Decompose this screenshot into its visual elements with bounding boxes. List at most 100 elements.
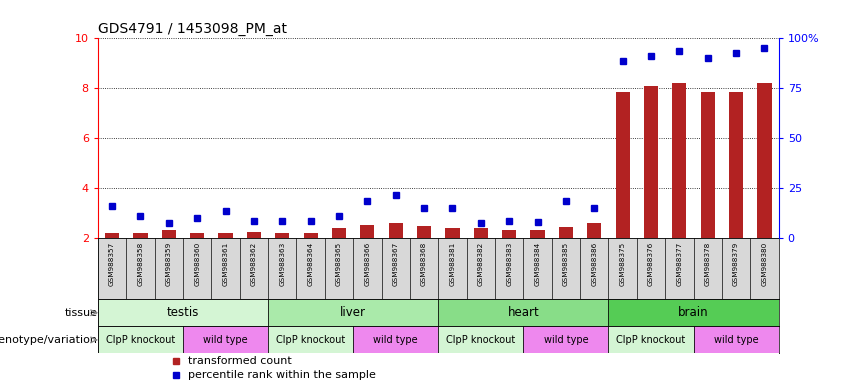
Text: GSM988367: GSM988367	[392, 242, 399, 286]
Text: wild type: wild type	[714, 335, 758, 345]
Bar	[219, 233, 232, 238]
Bar	[190, 233, 204, 238]
Text: heart: heart	[507, 306, 540, 319]
Text: genotype/variation: genotype/variation	[0, 335, 97, 345]
Text: GSM988368: GSM988368	[421, 242, 427, 286]
Bar	[134, 233, 147, 238]
Bar	[360, 225, 374, 238]
Bar	[296, 238, 325, 299]
Bar	[672, 83, 687, 238]
Text: GSM988357: GSM988357	[109, 242, 115, 286]
Bar	[495, 238, 523, 299]
Bar	[98, 326, 183, 354]
Bar	[644, 86, 658, 238]
Bar	[438, 326, 523, 354]
Bar	[722, 238, 751, 299]
Bar	[729, 92, 743, 238]
Bar	[240, 238, 268, 299]
Text: tissue: tissue	[65, 308, 97, 318]
Text: GDS4791 / 1453098_PM_at: GDS4791 / 1453098_PM_at	[98, 22, 287, 36]
Bar	[502, 230, 517, 238]
Text: GSM988379: GSM988379	[733, 242, 740, 286]
Bar	[126, 238, 155, 299]
Text: GSM988386: GSM988386	[591, 242, 597, 286]
Bar	[162, 230, 176, 238]
Bar	[438, 238, 466, 299]
Text: wild type: wild type	[374, 335, 418, 345]
Text: GSM988364: GSM988364	[307, 242, 314, 286]
Text: GSM988365: GSM988365	[336, 242, 342, 286]
Bar	[757, 83, 772, 238]
Bar	[637, 238, 665, 299]
Text: GSM988381: GSM988381	[449, 242, 455, 286]
Bar	[523, 326, 608, 354]
Bar	[332, 228, 346, 238]
Text: GSM988382: GSM988382	[477, 242, 484, 286]
Text: liver: liver	[340, 306, 366, 319]
Bar	[580, 238, 608, 299]
Text: GSM988359: GSM988359	[166, 242, 172, 286]
Text: ClpP knockout: ClpP knockout	[446, 335, 516, 345]
Bar	[353, 326, 438, 354]
Bar	[105, 233, 119, 238]
Bar	[559, 227, 573, 238]
Bar	[523, 238, 551, 299]
Bar	[389, 223, 403, 238]
Text: GSM988366: GSM988366	[364, 242, 370, 286]
Bar	[694, 326, 779, 354]
Text: GSM988383: GSM988383	[506, 242, 512, 286]
Text: brain: brain	[678, 306, 709, 319]
Text: GSM988358: GSM988358	[137, 242, 144, 286]
Text: GSM988376: GSM988376	[648, 242, 654, 286]
Text: GSM988378: GSM988378	[705, 242, 711, 286]
Text: ClpP knockout: ClpP knockout	[276, 335, 346, 345]
Text: GSM988361: GSM988361	[222, 242, 229, 286]
Bar	[247, 232, 261, 238]
Bar	[438, 299, 608, 326]
Text: GSM988360: GSM988360	[194, 242, 200, 286]
Bar	[608, 326, 694, 354]
Bar	[410, 238, 438, 299]
Bar	[751, 238, 779, 299]
Bar	[353, 238, 381, 299]
Text: GSM988363: GSM988363	[279, 242, 285, 286]
Bar	[268, 238, 296, 299]
Bar	[275, 233, 289, 238]
Text: GSM988377: GSM988377	[677, 242, 683, 286]
Bar	[268, 299, 438, 326]
Text: percentile rank within the sample: percentile rank within the sample	[188, 370, 376, 380]
Text: transformed count: transformed count	[188, 356, 292, 366]
Text: wild type: wild type	[544, 335, 588, 345]
Bar	[700, 92, 715, 238]
Bar	[694, 238, 722, 299]
Bar	[466, 238, 495, 299]
Text: testis: testis	[167, 306, 199, 319]
Text: wild type: wild type	[203, 335, 248, 345]
Bar	[417, 226, 431, 238]
Bar	[325, 238, 353, 299]
Bar	[665, 238, 694, 299]
Bar	[268, 326, 353, 354]
Bar	[530, 230, 545, 238]
Bar	[615, 92, 630, 238]
Bar	[98, 299, 268, 326]
Bar	[183, 326, 268, 354]
Text: GSM988384: GSM988384	[534, 242, 540, 286]
Text: GSM988385: GSM988385	[563, 242, 569, 286]
Text: GSM988380: GSM988380	[762, 242, 768, 286]
Bar	[183, 238, 211, 299]
Bar	[381, 238, 410, 299]
Bar	[155, 238, 183, 299]
Text: ClpP knockout: ClpP knockout	[106, 335, 175, 345]
Bar	[304, 233, 317, 238]
Bar	[608, 238, 637, 299]
Bar	[551, 238, 580, 299]
Bar	[608, 299, 779, 326]
Text: GSM988375: GSM988375	[620, 242, 625, 286]
Bar	[587, 223, 602, 238]
Bar	[211, 238, 240, 299]
Bar	[474, 228, 488, 238]
Text: GSM988362: GSM988362	[251, 242, 257, 286]
Text: ClpP knockout: ClpP knockout	[616, 335, 686, 345]
Bar	[445, 228, 460, 238]
